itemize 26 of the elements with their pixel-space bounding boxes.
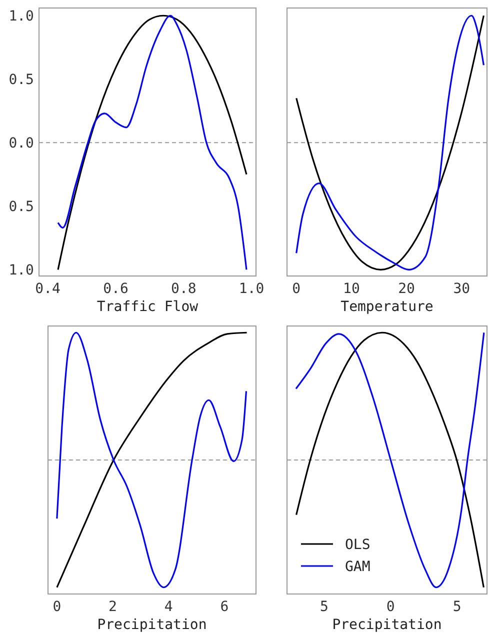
x-tick-label: 0: [52, 599, 62, 615]
x-tick-label: 0: [292, 281, 301, 297]
legend-label: OLS: [345, 536, 370, 553]
x-tick-label: 6: [220, 599, 229, 615]
legend-label: GAM: [345, 558, 370, 575]
x-tick-label: 5: [452, 599, 462, 615]
x-axis-title: Precipitation: [97, 617, 207, 633]
x-tick-label: 5: [320, 599, 328, 615]
x-axis-title: Temperature: [340, 299, 434, 315]
y-tick-label: 0.5: [8, 199, 34, 216]
x-tick-label: 0: [386, 599, 395, 615]
x-tick-label: 0.6: [103, 281, 128, 297]
y-tick-label: 0.5: [8, 72, 34, 88]
x-axis-title: Precipitation: [332, 617, 442, 633]
x-axis-title: Traffic Flow: [96, 299, 199, 315]
x-tick-label: 1.0: [238, 281, 264, 297]
y-tick-label: 0.0: [8, 136, 34, 152]
x-tick-label: 4: [164, 599, 173, 615]
x-tick-label: 10: [343, 281, 360, 297]
y-tick-label: 1.0: [8, 262, 34, 279]
x-tick-label: 30: [453, 281, 470, 297]
x-tick-label: 0.4: [35, 281, 60, 297]
y-tick-label: 1.0: [8, 8, 34, 25]
x-tick-label: 0.8: [171, 281, 196, 297]
x-tick-label: 20: [398, 281, 415, 297]
x-tick-label: 2: [108, 599, 117, 615]
